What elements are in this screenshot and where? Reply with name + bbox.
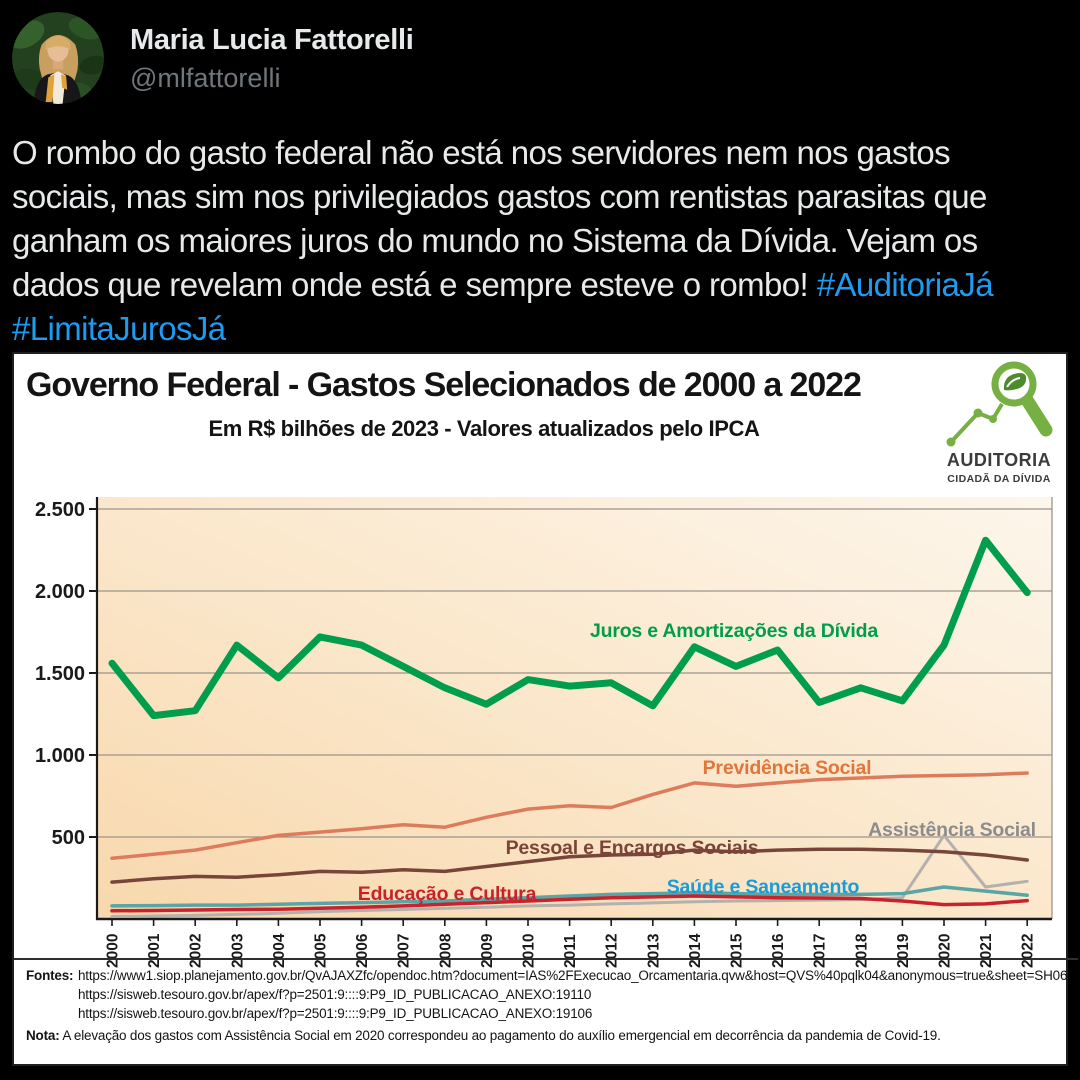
- y-tick-label: 1.000: [35, 745, 85, 767]
- series-label-saude-e-saneamento: Saúde e Saneamento: [667, 876, 860, 898]
- tweet-text: O rombo do gasto federal não está nos se…: [12, 131, 1074, 351]
- display-name[interactable]: Maria Lucia Fattorelli: [130, 24, 414, 56]
- chart-image: Governo Federal - Gastos Selecionados de…: [12, 352, 1078, 1066]
- chart-subtitle: Em R$ bilhões de 2023 - Valores atualiza…: [208, 416, 760, 441]
- series-label-educacao-e-cultura: Educação e Cultura: [358, 883, 537, 905]
- y-tick-label: 2.000: [35, 581, 85, 603]
- source-url: https://www1.siop.planejamento.gov.br/Qv…: [78, 968, 1068, 983]
- source-url: https://sisweb.tesouro.gov.br/apex/f?p=2…: [78, 987, 592, 1002]
- avatar[interactable]: [12, 12, 104, 104]
- tweet-line: #LimitaJurosJá: [12, 307, 1074, 351]
- note-label: Nota:: [26, 1028, 60, 1043]
- note-text: A elevação dos gastos com Assistência So…: [62, 1028, 941, 1043]
- source-url: https://sisweb.tesouro.gov.br/apex/f?p=2…: [78, 1006, 593, 1021]
- auditoria-logo: AUDITORIA CIDADÃ DA DÍVIDA: [934, 356, 1064, 492]
- logo-text-line2: CIDADÃ DA DÍVIDA: [947, 472, 1050, 485]
- note-block: Nota: A elevação dos gastos com Assistên…: [26, 1028, 941, 1043]
- hashtag-link[interactable]: #LimitaJurosJá: [12, 310, 226, 347]
- tweet-text-segment: O rombo do gasto federal não está nos se…: [12, 134, 951, 171]
- tweet-text-segment: ganham os maiores juros do mundo no Sist…: [12, 222, 978, 259]
- series-line-saude-e-saneamento: [110, 885, 1029, 908]
- series-label-previdencia-social: Previdência Social: [703, 757, 872, 779]
- y-tick-label: 500: [52, 827, 85, 849]
- tweet-line: sociais, mas sim nos privilegiados gasto…: [12, 175, 1074, 219]
- series-line-juros-e-amortizacoes-da-divida: [108, 536, 1031, 720]
- y-tick-label: 2.500: [35, 499, 85, 521]
- series-line-pessoal-e-encargos-sociais: [110, 847, 1029, 884]
- chart-title: Governo Federal - Gastos Selecionados de…: [26, 366, 862, 404]
- series-line-assistencia-social: [110, 833, 1029, 918]
- tweet-text-segment: dados que revelam onde está e sempre est…: [12, 266, 817, 303]
- tweet-text-segment: sociais, mas sim nos privilegiados gasto…: [12, 178, 987, 215]
- y-tick-label: 1.500: [35, 663, 85, 685]
- tweet-line: dados que revelam onde está e sempre est…: [12, 263, 1074, 307]
- sources-label: Fontes:: [26, 968, 74, 983]
- magnifier-icon: AUDITORIA CIDADÃ DA DÍVIDA: [946, 361, 1053, 485]
- tweet-line: ganham os maiores juros do mundo no Sist…: [12, 219, 1074, 263]
- sources-block: Fontes: https://www1.siop.planejamento.g…: [14, 958, 1078, 1023]
- hashtag-link[interactable]: #AuditoriaJá: [816, 266, 994, 303]
- logo-text-line1: AUDITORIA: [947, 450, 1051, 470]
- user-handle[interactable]: @mlfattorelli: [130, 63, 281, 93]
- tweet-line: O rombo do gasto federal não está nos se…: [12, 131, 1074, 175]
- series-line-educacao-e-cultura: [110, 894, 1029, 913]
- avatar-photo: [12, 12, 104, 104]
- series-label-assistencia-social: Assistência Social: [868, 819, 1036, 841]
- series-line-previdencia-social: [110, 771, 1029, 861]
- series-label-juros-e-amortizacoes-da-divida: Juros e Amortizações da Dívida: [590, 620, 878, 642]
- plot-area: [97, 497, 1052, 919]
- series-label-pessoal-e-encargos-sociais: Pessoal e Encargos Sociais: [506, 837, 759, 859]
